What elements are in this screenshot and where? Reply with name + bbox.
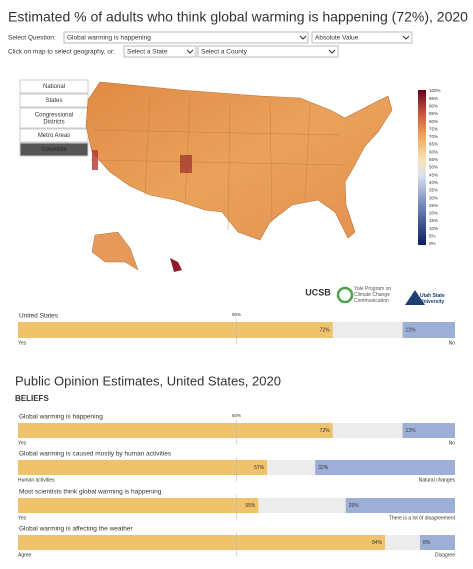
bar-right-label: No <box>449 440 456 446</box>
legend-label: 55% <box>429 157 438 162</box>
legend-label: 50% <box>429 165 438 170</box>
logo-ucsb: UCSB <box>305 287 331 297</box>
nav-button[interactable]: States <box>19 93 89 108</box>
bar-no <box>402 322 455 338</box>
legend-label: 100% <box>429 88 441 93</box>
legend-label: 65% <box>429 142 438 147</box>
bar-yes-label: 57% <box>254 465 265 471</box>
nav-button-bg <box>19 142 89 157</box>
geography-nav: National States Congressional Districts Metr… <box>19 79 89 157</box>
legend-label: 20% <box>429 211 438 216</box>
nav-button-label: National <box>43 84 65 90</box>
bar-right-label: Disagree <box>435 552 455 558</box>
legend-label: 60% <box>429 149 438 154</box>
opinion-bars: United States 50% 72% 12% Yes No Global warmin… <box>18 312 456 558</box>
bar-yes-label: 72% <box>320 327 331 333</box>
bar-no-label: 12% <box>406 327 417 333</box>
nav-button[interactable]: Congressional Districts <box>19 107 89 129</box>
county-value: Select a County <box>201 49 248 56</box>
legend-label: 30% <box>429 195 438 200</box>
bar-no <box>402 423 455 438</box>
logo-usu: Utah State University <box>420 293 445 305</box>
logo-usu-text: Utah State University <box>420 293 445 305</box>
legend-label: 35% <box>429 188 438 193</box>
legend-label: 75% <box>429 126 438 131</box>
bar-yes <box>18 460 268 475</box>
logo-yale: Yale Program on Climate Change Communica… <box>354 286 392 304</box>
bar-yes <box>18 322 333 338</box>
section-title: Public Opinion Estimates, United States,… <box>15 373 281 388</box>
county-select[interactable]: Select a County <box>197 45 339 58</box>
bar-no-label: 32% <box>318 465 329 471</box>
bar-title: Global warming is happening <box>19 414 103 421</box>
measure-select[interactable]: Absolute Value <box>311 31 413 44</box>
bar-no-label: 25% <box>349 503 360 509</box>
bar-yes-label: 84% <box>372 540 383 546</box>
midpoint-label: 50% <box>232 312 241 317</box>
nav-button[interactable]: Counties <box>19 142 89 157</box>
nav-button-label: Congressional Districts <box>35 112 73 125</box>
section-subtitle: BELIEFS <box>15 394 49 403</box>
color-scale <box>418 90 426 245</box>
nav-button[interactable]: Metro Areas <box>19 128 89 143</box>
us-mainland <box>85 81 393 241</box>
bar-no-label: 12% <box>406 428 417 434</box>
bar-left-label: Yes <box>18 340 27 346</box>
bar-title: Global warming is affecting the weather <box>19 526 134 533</box>
bar-right-label: Natural changes <box>419 477 456 483</box>
bar-left-label: Agree <box>18 552 32 558</box>
legend-label: 70% <box>429 134 438 139</box>
logo-yale-text: Yale Program on Climate Change Communica… <box>354 286 392 304</box>
bar-no <box>315 460 455 475</box>
legend-label: 15% <box>429 218 438 223</box>
question-select[interactable]: Global warming is happening <box>63 31 309 44</box>
hawaii <box>170 258 182 272</box>
legend-label: 5% <box>429 234 436 239</box>
question-label: Select Question: <box>8 35 56 42</box>
color-legend: 100% 95% 90% 85% 80% 75% 70% 65% 60% 55% 50% 45% 40%… <box>429 88 441 246</box>
bar-title: Most scientists think global warming is … <box>19 489 162 496</box>
bar-title: United States <box>19 313 59 320</box>
bar-left-label: Human activities <box>18 477 55 483</box>
legend-label: 45% <box>429 172 438 177</box>
geo-label: Click on map to select geography, or: <box>8 49 115 56</box>
bar-left-label: Yes <box>18 515 27 521</box>
legend-label: 40% <box>429 180 438 185</box>
bar-no <box>345 498 455 513</box>
bar-title: Global warming is caused mostly by human… <box>19 451 172 458</box>
legend-label: 90% <box>429 103 438 108</box>
bar-yes <box>18 535 386 550</box>
nav-button-label: States <box>45 98 62 104</box>
legend-label: 0% <box>429 241 436 246</box>
midpoint-label: 50% <box>232 413 241 418</box>
legend-label: 80% <box>429 119 438 124</box>
nav-button-label: Metro Areas <box>38 133 70 139</box>
nav-button-bg <box>19 79 89 94</box>
bar-left-label: Yes <box>18 440 27 446</box>
nav-button-label: Counties <box>41 147 67 153</box>
bar-yes <box>18 498 259 513</box>
bar-yes <box>18 423 333 438</box>
bar-yes-label: 55% <box>245 503 256 509</box>
alaska <box>91 231 139 271</box>
bar-no-label: 8% <box>423 540 431 546</box>
nav-button[interactable]: National <box>19 79 89 94</box>
state-select[interactable]: Select a State <box>123 45 197 58</box>
bar-yes-label: 72% <box>320 428 331 434</box>
legend-label: 95% <box>429 96 438 101</box>
legend-label: 85% <box>429 111 438 116</box>
page-title: Estimated % of adults who think global w… <box>8 9 468 25</box>
bar-right-label: There is a lot of disagreement <box>389 515 456 521</box>
bar-right-label: No <box>449 340 456 346</box>
legend-label: 10% <box>429 226 438 231</box>
bar-no <box>420 535 455 550</box>
legend-label: 25% <box>429 203 438 208</box>
measure-value: Absolute Value <box>315 35 359 42</box>
state-value: Select a State <box>127 49 168 56</box>
question-value: Global warming is happening <box>67 35 151 42</box>
map[interactable] <box>85 81 393 272</box>
